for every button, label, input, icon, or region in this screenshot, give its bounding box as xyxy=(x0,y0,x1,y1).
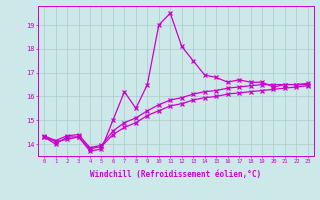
X-axis label: Windchill (Refroidissement éolien,°C): Windchill (Refroidissement éolien,°C) xyxy=(91,170,261,179)
